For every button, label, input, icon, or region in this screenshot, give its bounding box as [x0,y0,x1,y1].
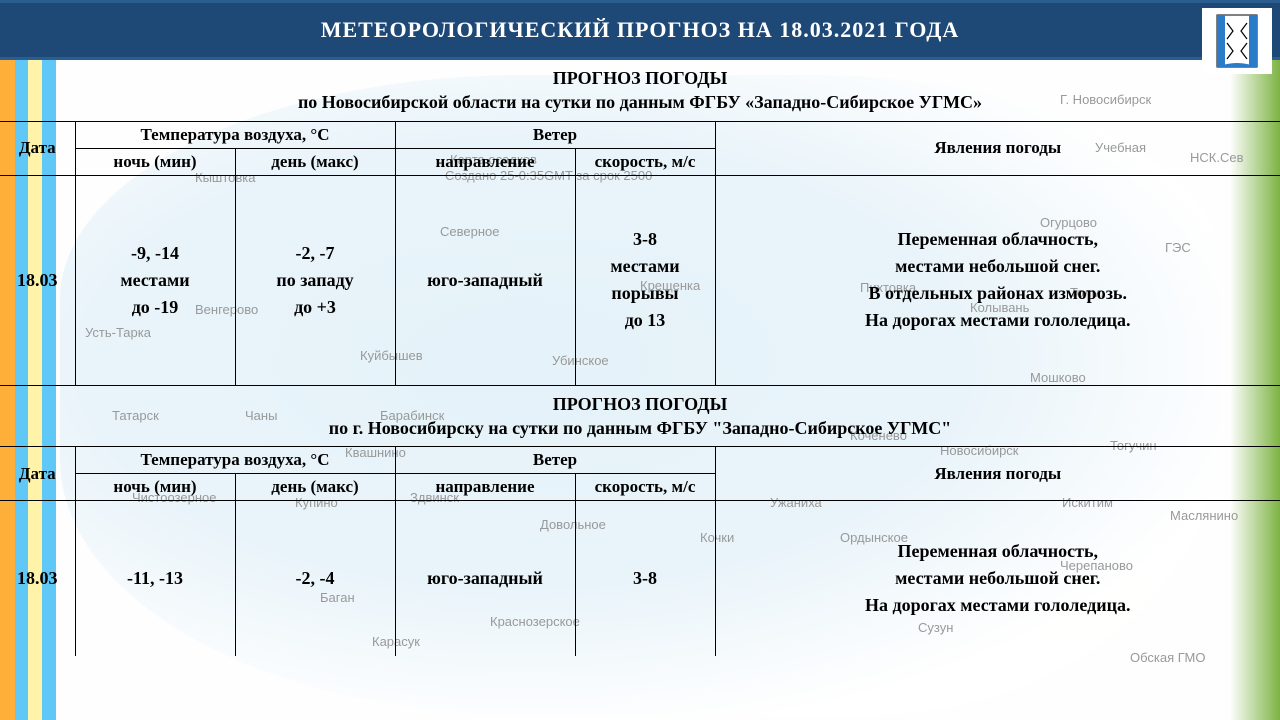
s2-temp-day: -2, -4 [235,501,395,656]
col-phenomena: Явления погоды [715,121,1280,175]
s2-wind-speed: 3-8 [575,501,715,656]
header-title: МЕТЕОРОЛОГИЧЕСКИЙ ПРОГНОЗ НА 18.03.2021 … [321,17,960,43]
s1-phenomena: Переменная облачность,местами небольшой … [715,175,1280,385]
s1-wind-dir: юго-западный [395,175,575,385]
col2-temp-night: ночь (мин) [75,474,235,501]
s1-temp-day: -2, -7по западудо +3 [235,175,395,385]
section2-title: ПРОГНОЗ ПОГОДЫ по г. Новосибирску на сут… [0,385,1280,447]
forecast-content: ПРОГНОЗ ПОГОДЫ по Новосибирской области … [0,60,1280,720]
col-wind-dir: направление [395,148,575,175]
section1-title: ПРОГНОЗ ПОГОДЫ по Новосибирской области … [0,60,1280,121]
s2-temp-night: -11, -13 [75,501,235,656]
s2-date: 18.03 [0,501,75,656]
col2-wind: Ветер [395,447,715,474]
col-temp-day: день (макс) [235,148,395,175]
col2-temp-day: день (макс) [235,474,395,501]
col2-phenomena: Явления погоды [715,447,1280,501]
s1-temp-night: -9, -14местамидо -19 [75,175,235,385]
col2-wind-dir: направление [395,474,575,501]
col-temp: Температура воздуха, °С [75,121,395,148]
region-emblem [1202,8,1272,74]
s2-phenomena: Переменная облачность,местами небольшой … [715,501,1280,656]
page-title: МЕТЕОРОЛОГИЧЕСКИЙ ПРОГНОЗ НА 18.03.2021 … [0,0,1280,60]
col-wind: Ветер [395,121,715,148]
col-wind-speed: скорость, м/с [575,148,715,175]
col2-date: Дата [0,447,75,501]
s1-date: 18.03 [0,175,75,385]
col2-wind-speed: скорость, м/с [575,474,715,501]
forecast-table: ПРОГНОЗ ПОГОДЫ по Новосибирской области … [0,60,1280,656]
col-date: Дата [0,121,75,175]
s2-wind-dir: юго-западный [395,501,575,656]
col2-temp: Температура воздуха, °С [75,447,395,474]
s1-wind-speed: 3-8местамипорывыдо 13 [575,175,715,385]
col-temp-night: ночь (мин) [75,148,235,175]
